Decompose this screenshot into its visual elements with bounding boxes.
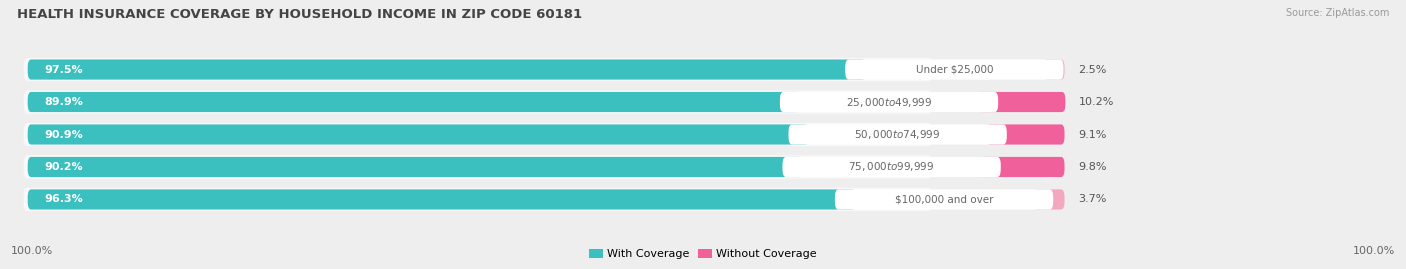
Text: 100.0%: 100.0% [1353,246,1395,256]
FancyBboxPatch shape [28,125,808,144]
Text: $75,000 to $99,999: $75,000 to $99,999 [848,161,935,174]
Text: 97.5%: 97.5% [44,65,83,75]
FancyBboxPatch shape [987,125,1064,144]
Text: 3.7%: 3.7% [1078,194,1107,204]
FancyBboxPatch shape [28,189,855,210]
Text: $50,000 to $74,999: $50,000 to $74,999 [855,128,941,141]
FancyBboxPatch shape [835,189,1053,210]
Text: 96.3%: 96.3% [44,194,83,204]
Text: 90.9%: 90.9% [44,129,83,140]
FancyBboxPatch shape [845,59,1063,80]
FancyBboxPatch shape [1043,59,1064,80]
FancyBboxPatch shape [1033,189,1064,210]
FancyBboxPatch shape [24,188,932,211]
Text: 10.2%: 10.2% [1078,97,1115,107]
Text: Source: ZipAtlas.com: Source: ZipAtlas.com [1285,8,1389,18]
FancyBboxPatch shape [980,157,1064,177]
Text: 89.9%: 89.9% [44,97,83,107]
Text: $25,000 to $49,999: $25,000 to $49,999 [846,95,932,108]
Text: 9.1%: 9.1% [1078,129,1107,140]
Text: $100,000 and over: $100,000 and over [894,194,993,204]
FancyBboxPatch shape [28,157,803,177]
FancyBboxPatch shape [24,90,932,114]
FancyBboxPatch shape [789,125,1007,144]
FancyBboxPatch shape [780,92,998,112]
Text: HEALTH INSURANCE COVERAGE BY HOUSEHOLD INCOME IN ZIP CODE 60181: HEALTH INSURANCE COVERAGE BY HOUSEHOLD I… [17,8,582,21]
FancyBboxPatch shape [24,123,932,146]
FancyBboxPatch shape [24,155,932,179]
FancyBboxPatch shape [24,58,932,81]
FancyBboxPatch shape [28,92,800,112]
FancyBboxPatch shape [28,59,866,80]
Text: Under $25,000: Under $25,000 [915,65,993,75]
Text: 2.5%: 2.5% [1078,65,1107,75]
Legend: With Coverage, Without Coverage: With Coverage, Without Coverage [585,244,821,263]
Text: 90.2%: 90.2% [44,162,83,172]
FancyBboxPatch shape [783,157,1001,177]
FancyBboxPatch shape [977,92,1066,112]
Text: 100.0%: 100.0% [11,246,53,256]
Text: 9.8%: 9.8% [1078,162,1107,172]
